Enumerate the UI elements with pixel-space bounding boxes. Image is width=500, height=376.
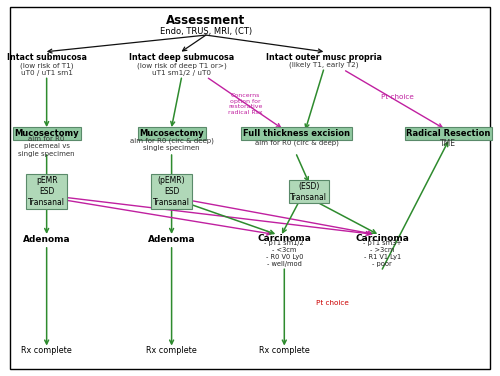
Text: uT1 sm1/2 / uT0: uT1 sm1/2 / uT0 [152,70,211,76]
Text: - pT1 sm1/2
- <3cm
- R0 V0 Ly0
- well/mod: - pT1 sm1/2 - <3cm - R0 V0 Ly0 - well/mo… [264,240,304,267]
Text: (ESD)
Transanal: (ESD) Transanal [290,182,328,202]
Text: Intact submucosa: Intact submucosa [6,53,86,62]
Text: Carcinoma: Carcinoma [258,234,311,243]
Text: Adenoma: Adenoma [23,235,70,244]
Text: Rx complete: Rx complete [146,346,197,355]
Text: Radical Resection: Radical Resection [406,129,490,138]
Text: (low risk of deep T1 or>): (low risk of deep T1 or>) [136,62,226,68]
Text: Mucosectomy: Mucosectomy [14,129,79,138]
Text: Assessment: Assessment [166,14,246,27]
Text: pEMR
ESD
Transanal: pEMR ESD Transanal [28,176,65,207]
Text: Carcinoma: Carcinoma [356,234,409,243]
Text: Endo, TRUS, MRI, (CT): Endo, TRUS, MRI, (CT) [160,27,252,35]
Text: Pt choice: Pt choice [380,94,414,100]
Text: aim for R0 (circ & deep): aim for R0 (circ & deep) [254,140,338,146]
Text: aim for R0 (circ & deep)
single specimen: aim for R0 (circ & deep) single specimen [130,138,214,152]
Text: aim for R0
piecemeal vs
single specimen: aim for R0 piecemeal vs single specimen [18,136,75,157]
Text: Intact outer musc propria: Intact outer musc propria [266,53,382,62]
Text: Mucosectomy: Mucosectomy [140,129,204,138]
Text: Concerns
option for
restorative
radical Rsx: Concerns option for restorative radical … [228,93,262,115]
Text: Intact deep submucosa: Intact deep submucosa [129,53,234,62]
Text: (likely T1, early T2): (likely T1, early T2) [289,61,358,68]
Text: Rx complete: Rx complete [259,346,310,355]
Text: - pT1 sm3+
- >3cm
- R1 V1 Ly1
- poor: - pT1 sm3+ - >3cm - R1 V1 Ly1 - poor [363,240,402,267]
Text: TME: TME [440,138,456,147]
Text: Pt choice: Pt choice [316,300,349,306]
Text: Rx complete: Rx complete [22,346,72,355]
Text: uT0 / uT1 sm1: uT0 / uT1 sm1 [20,70,72,76]
Text: Full thickness excision: Full thickness excision [243,129,350,138]
Text: (pEMR)
ESD
Transanal: (pEMR) ESD Transanal [153,176,190,207]
Text: Adenoma: Adenoma [148,235,196,244]
Text: (low risk of T1): (low risk of T1) [20,62,74,68]
